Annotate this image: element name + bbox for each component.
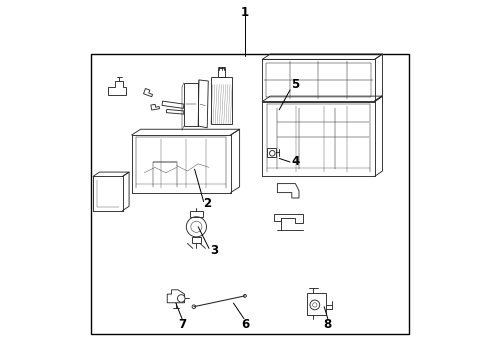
Text: 6: 6: [241, 318, 249, 330]
Text: 8: 8: [324, 318, 332, 330]
Circle shape: [192, 305, 196, 309]
Text: 7: 7: [178, 318, 186, 330]
Circle shape: [186, 217, 206, 237]
Text: 3: 3: [210, 244, 219, 257]
Text: 5: 5: [291, 78, 299, 91]
Circle shape: [310, 300, 319, 310]
Circle shape: [177, 294, 185, 302]
Text: 2: 2: [203, 197, 211, 210]
Circle shape: [270, 150, 275, 156]
Circle shape: [244, 294, 246, 297]
Text: 1: 1: [241, 6, 249, 19]
Text: 4: 4: [291, 156, 299, 168]
Circle shape: [313, 303, 317, 307]
Circle shape: [191, 221, 202, 232]
